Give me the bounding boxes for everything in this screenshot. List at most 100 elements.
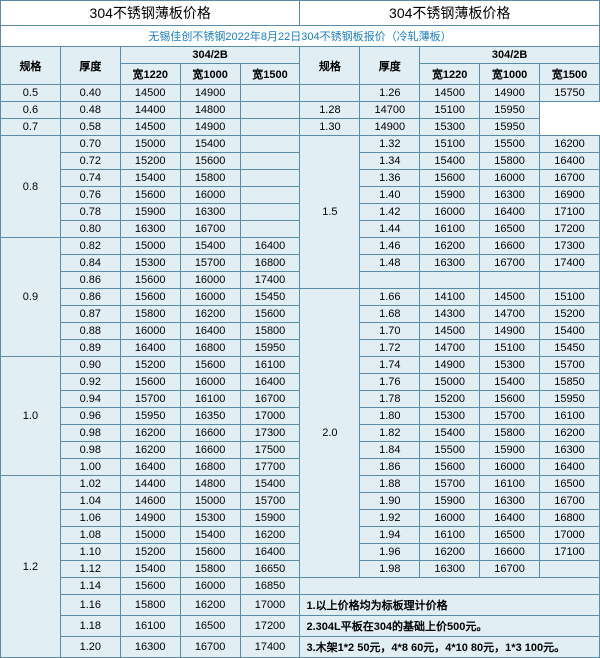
w1500-right: 16400 (540, 459, 600, 476)
spec-right: 2.0 (300, 289, 360, 578)
w1500-right: 15950 (540, 391, 600, 408)
w1220-right: 15900 (420, 187, 480, 204)
thickness-left: 1.14 (60, 578, 120, 595)
thickness-left: 0.94 (60, 391, 120, 408)
w1000-right: 16300 (480, 187, 540, 204)
w1000-left: 16500 (180, 616, 240, 637)
thickness-right: 1.78 (360, 391, 420, 408)
w1500-right: 15100 (540, 289, 600, 306)
w1500-right: 16700 (540, 170, 600, 187)
w1000-right: 15600 (480, 391, 540, 408)
w1500-right: 16400 (540, 153, 600, 170)
w1000-right: 14900 (480, 85, 540, 102)
w1000-right: 15100 (480, 340, 540, 357)
w1000-left: 14900 (180, 85, 240, 102)
w1220-right: 14700 (360, 102, 420, 119)
w1500-left: 15800 (240, 323, 300, 340)
w1220-right: 16200 (420, 238, 480, 255)
spec-left: 0.6 (1, 102, 61, 119)
w1220-left: 15200 (120, 357, 180, 374)
thickness-left: 1.06 (60, 510, 120, 527)
w1220-right: 16000 (420, 510, 480, 527)
w1000-left: 16350 (180, 408, 240, 425)
w1500-left: 15400 (240, 476, 300, 493)
w1220-right: 15600 (420, 170, 480, 187)
w1220-left: 15600 (120, 374, 180, 391)
w1220-right: 15600 (420, 459, 480, 476)
w1220-left: 15800 (120, 595, 180, 616)
w1500-right (540, 272, 600, 289)
w1000-left: 15400 (180, 238, 240, 255)
subtitle: 无锡佳创不锈钢2022年8月22日304不锈钢板报价（冷轧薄板） (1, 26, 600, 47)
thickness-right: 1.46 (360, 238, 420, 255)
w1220-left: 15400 (120, 561, 180, 578)
note-1: 1.以上价格均为标板理计价格 (300, 595, 600, 616)
w1500-left: 16400 (240, 374, 300, 391)
w1500-left (240, 85, 300, 102)
w1000-left: 16300 (180, 204, 240, 221)
thickness-left: 1.10 (60, 544, 120, 561)
w1000-left: 16000 (180, 578, 240, 595)
w1500-right: 16200 (540, 136, 600, 153)
w1220-left: 15300 (120, 255, 180, 272)
w1220-right: 15900 (420, 493, 480, 510)
thickness-left: 0.74 (60, 170, 120, 187)
thickness-left: 0.82 (60, 238, 120, 255)
w1000-left: 16000 (180, 187, 240, 204)
w1000-left: 15400 (180, 136, 240, 153)
w1500-left (240, 153, 300, 170)
w1000-right: 16000 (480, 459, 540, 476)
w1000-left: 14800 (180, 102, 240, 119)
w1220-left: 15600 (120, 272, 180, 289)
w1500-left: 17000 (240, 408, 300, 425)
w1220-right: 16100 (420, 221, 480, 238)
thickness-right: 1.84 (360, 442, 420, 459)
hdr-w1000-right: 宽1000 (480, 64, 540, 85)
w1500-right: 15950 (480, 119, 540, 136)
w1220-left: 16000 (120, 323, 180, 340)
w1220-right: 16300 (420, 561, 480, 578)
w1220-left: 15900 (120, 204, 180, 221)
thickness-right: 1.94 (360, 527, 420, 544)
w1500-left: 15450 (240, 289, 300, 306)
thickness-right: 1.42 (360, 204, 420, 221)
w1220-left: 16300 (120, 637, 180, 658)
thickness-left: 0.84 (60, 255, 120, 272)
hdr-group-left: 304/2B (120, 47, 300, 64)
w1220-right: 15700 (420, 476, 480, 493)
w1220-right: 14700 (420, 340, 480, 357)
hdr-thickness-right: 厚度 (360, 47, 420, 85)
w1220-right: 16300 (420, 255, 480, 272)
w1220-left: 15600 (120, 187, 180, 204)
w1500-right: 15850 (540, 374, 600, 391)
thickness-left: 0.96 (60, 408, 120, 425)
w1500-left: 16100 (240, 357, 300, 374)
w1000-left: 14800 (180, 476, 240, 493)
thickness-right: 1.88 (360, 476, 420, 493)
w1500-right: 15450 (540, 340, 600, 357)
thickness-right: 1.32 (360, 136, 420, 153)
w1500-right: 15400 (540, 323, 600, 340)
w1220-right (420, 272, 480, 289)
thickness-right: 1.72 (360, 340, 420, 357)
thickness-right (360, 272, 420, 289)
thickness-right: 1.44 (360, 221, 420, 238)
w1220-left: 16400 (120, 340, 180, 357)
thickness-right: 1.80 (360, 408, 420, 425)
w1000-left: 15600 (180, 357, 240, 374)
thickness-left: 0.86 (60, 289, 120, 306)
w1500-right: 17000 (540, 527, 600, 544)
hdr-thickness-left: 厚度 (60, 47, 120, 85)
w1220-right: 15300 (420, 408, 480, 425)
w1220-left: 15600 (120, 578, 180, 595)
w1500-right: 16700 (540, 493, 600, 510)
w1220-left: 15200 (120, 153, 180, 170)
price-table: 304不锈钢薄板价格304不锈钢薄板价格无锡佳创不锈钢2022年8月22日304… (0, 0, 600, 658)
w1220-right: 16000 (420, 204, 480, 221)
w1000-left: 15300 (180, 510, 240, 527)
w1500-right: 16900 (540, 187, 600, 204)
w1500-left: 16400 (240, 238, 300, 255)
w1000-left: 16400 (180, 323, 240, 340)
w1500-left (240, 136, 300, 153)
w1500-left: 16400 (240, 544, 300, 561)
